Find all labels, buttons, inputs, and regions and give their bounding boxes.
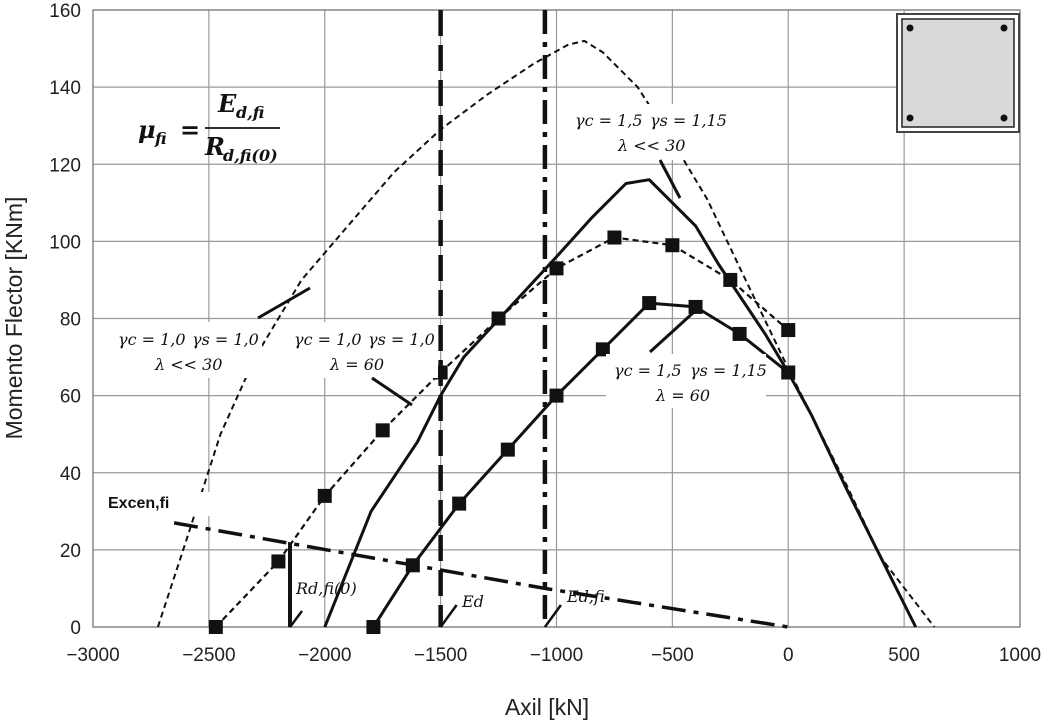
- ann3-gs: γs = 1,15: [650, 111, 727, 130]
- x-tick-label: −3000: [66, 645, 119, 666]
- data-point-marker: [781, 365, 796, 380]
- data-point-marker: [595, 342, 610, 357]
- eccentricity-line: [173, 521, 789, 629]
- ann3-lambda: λ << 30: [617, 136, 685, 155]
- data-point-marker: [642, 296, 657, 311]
- data-point-marker: [491, 311, 506, 326]
- ann2-gc: γc = 1,0: [294, 330, 362, 349]
- formula-equals: =: [180, 115, 200, 144]
- y-tick-label: 160: [49, 1, 81, 22]
- x-tick-label: −1000: [530, 645, 583, 666]
- ann4-lambda: λ = 60: [655, 386, 710, 405]
- x-axis-title: Axil [kN]: [505, 694, 589, 720]
- data-point-marker: [665, 238, 680, 253]
- data-point-marker: [452, 496, 467, 511]
- y-tick-label: 40: [60, 464, 81, 485]
- formula-den: R: [204, 132, 225, 161]
- y-tick-label: 0: [70, 618, 81, 639]
- annotation-3: γc = 1,5 γs = 1,15 λ << 30: [568, 104, 727, 199]
- formula-den-sub: d,fi(0): [223, 146, 278, 165]
- data-point-marker: [781, 323, 796, 338]
- x-tick-label: −2000: [298, 645, 351, 666]
- ann1-lambda: λ << 30: [154, 355, 222, 374]
- ann1-gs: γs = 1,0: [192, 330, 259, 349]
- ann2-leader: [371, 376, 413, 407]
- formula-lhs-sub: fi: [154, 129, 167, 148]
- ann3-gc: γc = 1,5: [575, 111, 643, 130]
- vline-edfi-leader: [543, 604, 562, 628]
- formula-num: E: [217, 89, 237, 118]
- rebar-icon: [906, 114, 914, 122]
- rebar-icon: [1000, 24, 1008, 32]
- y-tick-label: 80: [60, 310, 81, 331]
- rebar-icon: [1000, 114, 1008, 122]
- formula-lhs: μ: [138, 115, 156, 144]
- ann4-leader: [648, 310, 696, 354]
- data-point-marker: [375, 423, 390, 438]
- excen-label: Excen,fi: [108, 495, 169, 512]
- y-tick-label: 60: [60, 387, 81, 408]
- x-tick-label: 0: [783, 645, 794, 666]
- x-tick-label: −2500: [182, 645, 235, 666]
- data-point-marker: [208, 620, 223, 634]
- x-tick-label: 1000: [999, 645, 1041, 666]
- ann1-gc: γc = 1,0: [118, 330, 186, 349]
- vline-ed-leader: [439, 604, 458, 628]
- vline-rdfi0-leader: [288, 610, 303, 628]
- annotation-1: γc = 1,0 γs = 1,0 λ << 30: [112, 286, 311, 378]
- data-point-marker: [549, 388, 564, 403]
- annotation-4: γc = 1,5 γs = 1,15 λ = 60: [606, 310, 767, 408]
- data-point-marker: [271, 554, 286, 569]
- rebar-icon: [906, 24, 914, 32]
- y-tick-label: 140: [49, 78, 81, 99]
- y-tick-label: 120: [49, 155, 81, 176]
- x-tick-label: −1500: [414, 645, 467, 666]
- data-point-marker: [732, 326, 747, 341]
- y-tick-label: 20: [60, 541, 81, 562]
- data-point-marker: [317, 488, 332, 503]
- series-line-4: [372, 301, 790, 628]
- ann4-gs: γs = 1,15: [690, 361, 767, 380]
- y-axis-title: Momento Flector [KNm]: [1, 197, 27, 440]
- data-point-marker: [607, 230, 622, 245]
- tick-labels: −3000 −2500 −2000 −1500 −1000 −500 0 500 1000 0 20…: [49, 1, 1041, 666]
- series-line-1: [156, 39, 936, 628]
- edfi-label: Ed,fi: [566, 587, 605, 606]
- data-point-marker: [500, 442, 515, 457]
- data-point-marker: [366, 620, 381, 634]
- formula: μ fi = E d,fi R d,fi(0): [138, 89, 280, 165]
- plot-frame: [92, 9, 1021, 628]
- vertical-lines: [173, 10, 789, 629]
- y-tick-label: 100: [49, 232, 81, 253]
- data-point-marker: [723, 272, 738, 287]
- inset-section: [901, 18, 1015, 128]
- annotation-2: γc = 1,0 γs = 1,0 λ = 60: [290, 322, 438, 407]
- ann2-gs: γs = 1,0: [368, 330, 435, 349]
- data-point-marker: [688, 299, 703, 314]
- x-tick-label: −500: [651, 645, 694, 666]
- ann3-leader: [658, 159, 682, 199]
- ed-label: Ed: [461, 592, 484, 611]
- ann2-lambda: λ = 60: [329, 355, 384, 374]
- series-line-3: [215, 236, 790, 628]
- x-tick-label: 500: [888, 645, 920, 666]
- formula-num-sub: d,fi: [236, 103, 264, 122]
- ann4-gc: γc = 1,5: [614, 361, 682, 380]
- rdfi0-label: Rd,fi(0): [295, 579, 357, 598]
- data-point-marker: [549, 261, 564, 276]
- cross-section-inset: [896, 13, 1020, 133]
- ann1-leader: [257, 286, 311, 320]
